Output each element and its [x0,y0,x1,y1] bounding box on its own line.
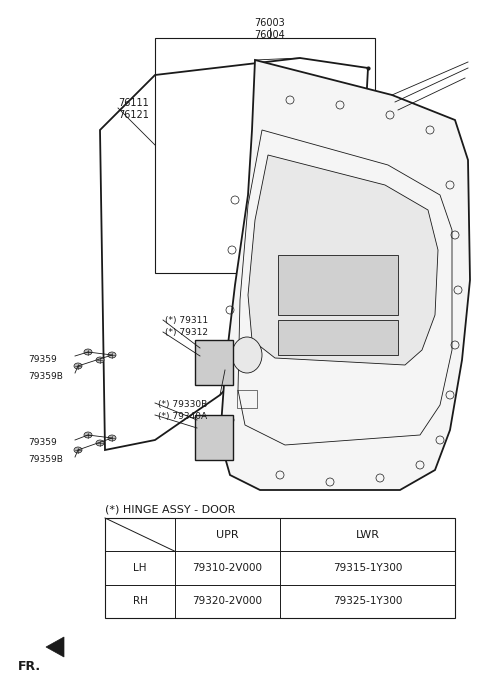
Bar [237,390,257,408]
Bar [195,340,233,385]
Text: RH: RH [132,596,147,607]
Ellipse shape [108,435,116,441]
Text: 79320-2V000: 79320-2V000 [192,596,263,607]
Text: 79359B: 79359B [28,372,63,381]
Bar [155,38,375,273]
Ellipse shape [84,349,92,355]
Text: 79325-1Y300: 79325-1Y300 [333,596,402,607]
Text: (*) 79330B: (*) 79330B [158,400,207,409]
Polygon shape [220,60,470,490]
Text: (*) HINGE ASSY - DOOR: (*) HINGE ASSY - DOOR [105,504,235,514]
Bar [278,320,398,355]
Ellipse shape [232,337,262,373]
Text: (*) 79311: (*) 79311 [165,316,208,325]
Ellipse shape [273,184,308,205]
Text: (*) 79312: (*) 79312 [165,328,208,337]
Ellipse shape [96,440,104,446]
Text: 79315-1Y300: 79315-1Y300 [333,563,402,573]
Text: FR.: FR. [18,660,41,673]
Ellipse shape [96,357,104,363]
Polygon shape [248,155,438,365]
Text: UPR: UPR [216,530,239,540]
Ellipse shape [84,432,92,438]
Text: (*) 79340A: (*) 79340A [158,412,207,421]
Text: 79310-2V000: 79310-2V000 [192,563,263,573]
Text: 76111
76121: 76111 76121 [118,98,149,120]
Text: 76003
76004: 76003 76004 [254,18,286,40]
Text: LH: LH [133,563,147,573]
Bar [105,518,455,618]
Ellipse shape [108,352,116,358]
Bar [195,415,233,460]
Text: 79359B: 79359B [28,455,63,464]
Polygon shape [46,637,64,657]
Ellipse shape [74,447,82,453]
Text: 79359: 79359 [28,438,57,447]
Bar [278,255,398,315]
Text: 79359: 79359 [28,355,57,364]
Ellipse shape [74,363,82,369]
Text: LWR: LWR [356,530,380,540]
